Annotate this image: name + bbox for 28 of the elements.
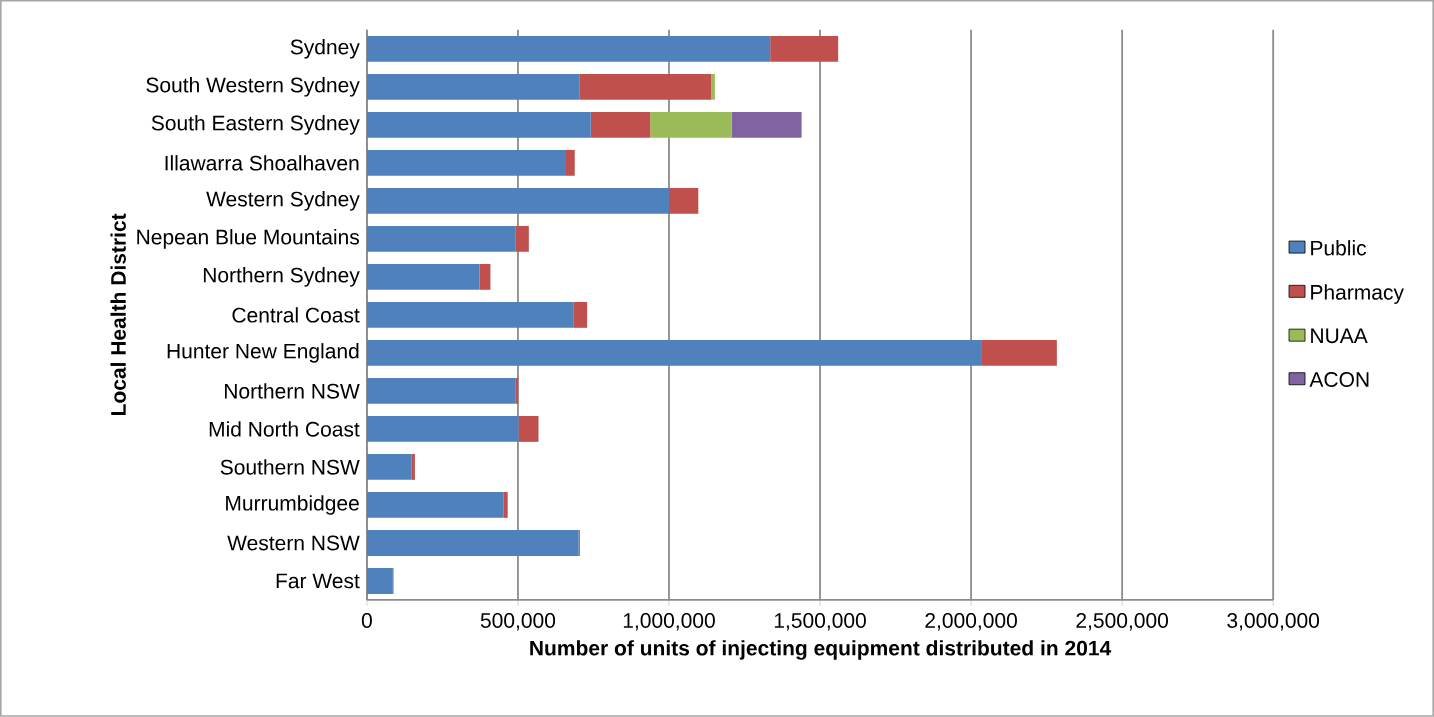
x-axis-title: Number of units of injecting equipment distributed in 2014 — [530, 640, 1112, 660]
legend-label: Pharmacy — [1311, 284, 1404, 304]
y-tick-label: South Eastern Sydney — [151, 115, 360, 135]
legend-label: Public — [1311, 240, 1367, 256]
x-tick-label: 3,000,000 — [1227, 613, 1320, 631]
y-tick-label: Central Coast — [232, 307, 360, 323]
x-tick-label: 2,000,000 — [925, 613, 1017, 631]
x-tick-label: 0 — [361, 613, 372, 629]
y-tick-label: Western Sydney — [206, 191, 360, 211]
y-tick-label: Nepean Blue Mountains — [137, 229, 359, 249]
x-tick-label: 2,500,000 — [1076, 613, 1169, 631]
y-tick-label: Murrumbidgee — [226, 495, 359, 515]
y-tick-label: Sydney — [290, 39, 360, 59]
y-tick-label: Hunter New England — [167, 343, 359, 363]
x-tick-label: 1,500,000 — [774, 613, 866, 631]
y-tick-label: Far West — [276, 573, 360, 589]
y-tick-label: Western NSW — [227, 535, 360, 551]
legend-label: NUAA — [1311, 328, 1368, 344]
y-axis-title: Local Health District — [110, 213, 126, 416]
x-tick-label: 1,000,000 — [623, 613, 715, 631]
y-tick-label: South Western Sydney — [146, 77, 360, 97]
y-tick-label: Illawarra Shoalhaven — [165, 155, 359, 171]
y-tick-label: Mid North Coast — [209, 421, 360, 437]
y-tick-label: Northern NSW — [224, 383, 360, 399]
x-tick-label: 500,000 — [480, 613, 556, 631]
y-tick-label: Northern Sydney — [203, 267, 360, 287]
legend-label: ACON — [1309, 372, 1369, 387]
y-tick-label: Southern NSW — [220, 459, 360, 475]
